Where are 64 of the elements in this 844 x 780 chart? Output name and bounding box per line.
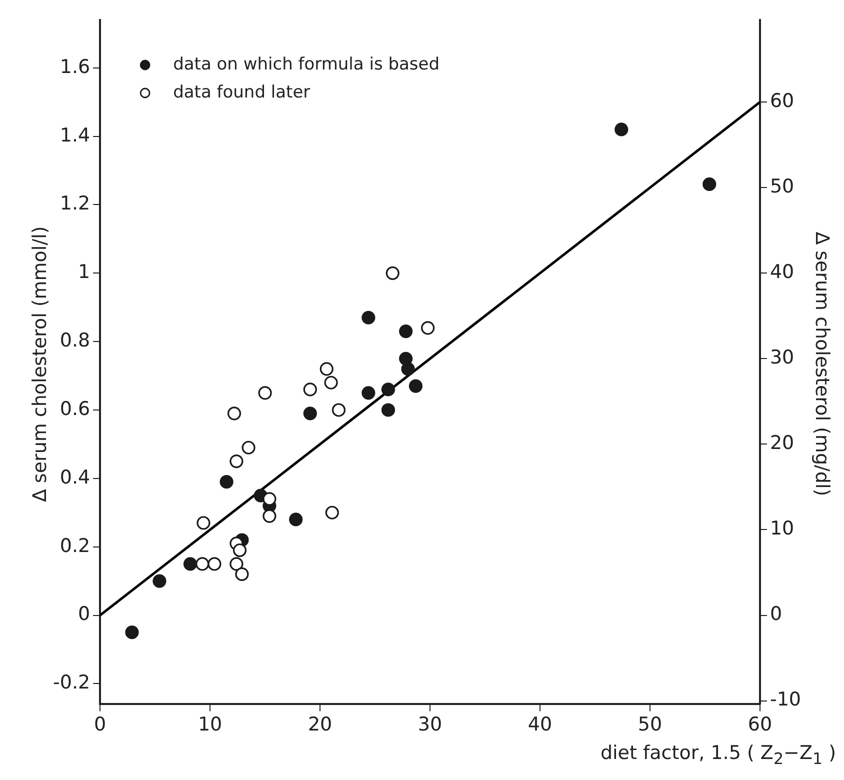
y2-tick-label: 0 [770, 603, 782, 626]
point [230, 557, 244, 571]
point [401, 362, 415, 376]
point [325, 506, 339, 520]
point [332, 403, 346, 417]
y2-tick-label: 30 [770, 346, 794, 369]
point [220, 475, 234, 489]
point [614, 122, 628, 136]
y-tick-label: 1 [78, 261, 90, 284]
point [125, 626, 139, 640]
y-tick-label: 0 [78, 603, 90, 626]
point [289, 512, 303, 526]
point [196, 557, 210, 571]
y2-tick-label: 60 [770, 90, 794, 112]
legend-label: data on which formula is based [173, 54, 440, 74]
y2-tick-label: 20 [770, 432, 794, 454]
point [303, 406, 317, 420]
y-tick-label: 0.8 [60, 330, 90, 352]
point [362, 310, 376, 324]
point [242, 440, 256, 454]
y2-tick-label: 40 [770, 261, 794, 284]
y-tick-label: 1.4 [60, 124, 90, 146]
x-tick-label: 40 [528, 714, 552, 736]
point [262, 509, 276, 523]
point [262, 492, 276, 506]
point [208, 557, 222, 571]
point [702, 177, 716, 192]
point [421, 321, 435, 335]
point [235, 567, 249, 581]
y-tick-label: 0.2 [60, 534, 90, 557]
point [386, 266, 400, 280]
y2-axis-title: ∆ serum cholesterol (mg/dl) [811, 232, 833, 496]
point [381, 382, 396, 396]
point [227, 406, 242, 420]
x-tick-label: 20 [308, 714, 332, 736]
point [183, 557, 198, 571]
point [196, 516, 210, 530]
point [303, 382, 317, 396]
point [362, 386, 376, 400]
y-tick-label: 1.2 [60, 192, 90, 215]
point [232, 543, 247, 558]
x-axis-title: diet factor, 1.5 ( Z$_{2}$−Z$_{1}$ ) [600, 742, 836, 768]
point [399, 324, 413, 338]
y2-tick-label: 50 [770, 176, 794, 198]
point [324, 376, 338, 390]
y-tick-label: 0.6 [60, 398, 90, 420]
point [381, 403, 396, 417]
x-tick-label: 0 [94, 714, 106, 736]
x-tick-label: 60 [748, 714, 772, 736]
x-tick-label: 30 [418, 714, 442, 736]
x-tick-label: 10 [198, 714, 222, 736]
point [408, 379, 423, 393]
x-tick-label: 50 [638, 714, 662, 736]
y-tick-label: 1.6 [60, 56, 90, 78]
y-tick-label: -0.2 [52, 672, 90, 694]
y2-tick-label: 10 [770, 518, 794, 540]
y-tick-label: 0.4 [60, 466, 90, 488]
y-axis-title: ∆ serum cholesterol (mmol/l) [29, 226, 51, 502]
point [152, 574, 166, 588]
point [320, 362, 334, 376]
point [258, 386, 272, 400]
legend-label: data found later [173, 82, 310, 102]
y2-tick-label: -10 [770, 688, 802, 711]
point [230, 454, 244, 468]
